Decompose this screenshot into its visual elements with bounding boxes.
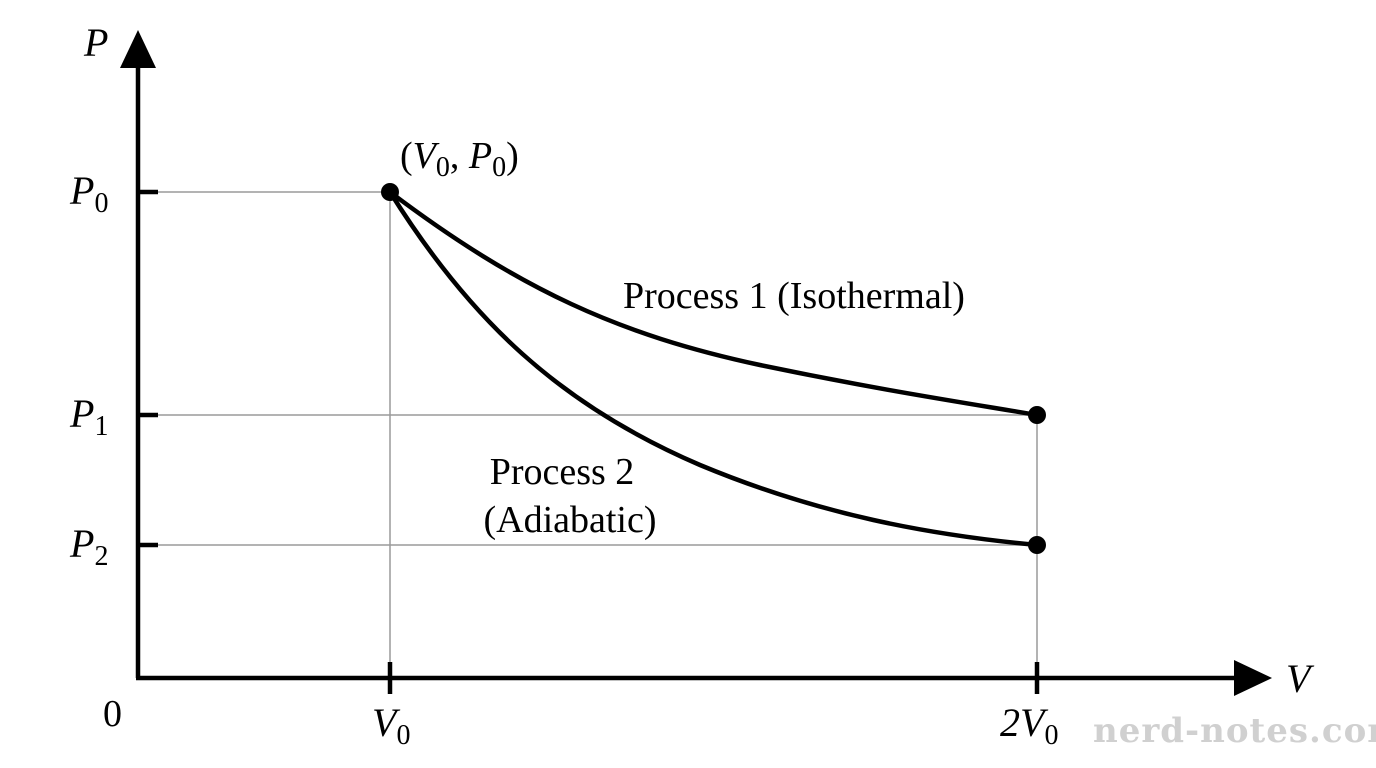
- adiabatic-label-line2: (Adiabatic): [483, 499, 656, 541]
- state-point-adiabatic-end: [1028, 536, 1046, 554]
- tick-label-p1: P1: [69, 391, 108, 442]
- state-point-initial: [381, 183, 399, 201]
- isothermal-curve: [388, 190, 1038, 418]
- y-axis-arrow: [120, 30, 156, 68]
- state-point-isothermal-end: [1028, 406, 1046, 424]
- x-axis-arrow: [1234, 660, 1272, 696]
- y-axis-label: P: [83, 20, 108, 65]
- adiabatic-label-line1: Process 2: [490, 451, 635, 493]
- origin-label: 0: [103, 693, 122, 735]
- x-axis-label: V: [1286, 656, 1315, 701]
- initial-state-label: (V0, P0): [400, 135, 519, 183]
- tick-label-p2: P2: [69, 521, 108, 572]
- tick-label-p0: P0: [69, 168, 108, 219]
- tick-label-v0: V0: [372, 700, 410, 751]
- watermark: nerd-notes.com: [1093, 711, 1376, 751]
- tick-label-2v0: 2V0: [1000, 700, 1058, 751]
- isothermal-label: Process 1 (Isothermal): [623, 275, 965, 317]
- adiabatic-curve: [388, 190, 1038, 548]
